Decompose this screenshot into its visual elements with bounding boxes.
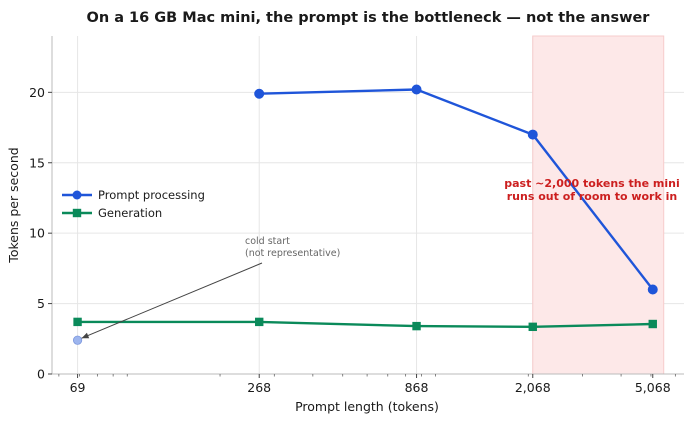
shaded-region-rect bbox=[532, 35, 665, 375]
x-tick-label: 2,068 bbox=[515, 380, 551, 395]
x-tick-label: 868 bbox=[405, 380, 429, 395]
data-point bbox=[73, 317, 82, 327]
data-point bbox=[648, 319, 657, 329]
x-axis-label: Prompt length (tokens) bbox=[295, 399, 439, 414]
y-tick-label: 20 bbox=[29, 85, 45, 100]
x-tick-label: 69 bbox=[70, 380, 86, 395]
legend-swatch-marker bbox=[72, 190, 82, 200]
chart-title: On a 16 GB Mac mini, the prompt is the b… bbox=[87, 10, 651, 26]
data-point bbox=[528, 322, 537, 332]
cold-start-label: (not representative) bbox=[245, 248, 340, 259]
data-point bbox=[527, 129, 538, 140]
annotations: cold start(not representative) past ~2,00… bbox=[81, 177, 680, 339]
data-point bbox=[254, 88, 265, 99]
y-tick-label: 0 bbox=[37, 367, 45, 382]
data-point bbox=[255, 317, 264, 327]
y-axis-label: Tokens per second bbox=[6, 147, 21, 263]
cold-start-label: cold start bbox=[245, 236, 290, 247]
shaded-region-label: runs out of room to work in bbox=[507, 190, 677, 203]
data-point bbox=[647, 284, 658, 295]
data-point bbox=[412, 321, 421, 331]
cold-start-arrow bbox=[81, 262, 263, 339]
y-tick-label: 15 bbox=[29, 155, 45, 170]
legend: Prompt processing Generation bbox=[62, 188, 205, 220]
shaded-region-label: past ~2,000 tokens the mini bbox=[504, 177, 680, 190]
legend-swatch-marker bbox=[72, 208, 82, 218]
y-tick-label: 5 bbox=[37, 296, 45, 311]
series bbox=[72, 84, 658, 345]
series-line bbox=[259, 88, 654, 291]
shaded-region bbox=[532, 35, 665, 375]
y-tick-label: 10 bbox=[29, 226, 45, 241]
legend-label: Prompt processing bbox=[98, 188, 205, 202]
axes: 0 5 10 15 20 69 268 868 2,068 5,068 bbox=[29, 36, 684, 395]
cold-start-arrowhead bbox=[81, 332, 90, 339]
data-point bbox=[411, 84, 422, 95]
x-tick-label: 268 bbox=[247, 380, 271, 395]
x-tick-label: 5,068 bbox=[635, 380, 671, 395]
legend-label: Generation bbox=[98, 206, 162, 220]
cold-start-point bbox=[72, 335, 83, 345]
